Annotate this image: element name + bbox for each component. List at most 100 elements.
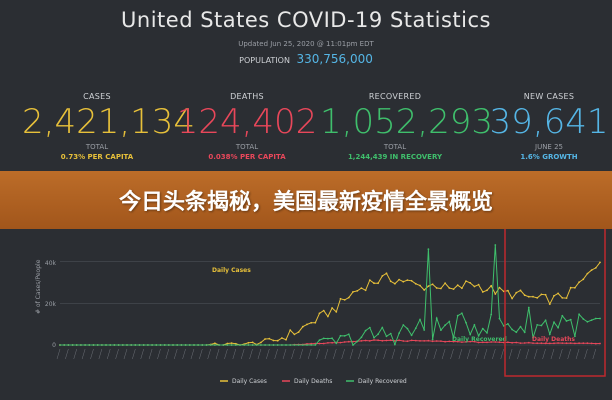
point-recovered — [574, 335, 576, 338]
x-tick — [542, 348, 546, 360]
label-daily-deaths: Daily Deaths — [532, 336, 575, 343]
point-recovered — [138, 344, 141, 346]
label-daily-recovered: Daily Recovered — [452, 336, 507, 343]
point-deaths — [398, 339, 400, 342]
x-tick — [182, 348, 186, 360]
point-cases — [251, 341, 254, 344]
point-recovered — [268, 344, 271, 346]
point-recovered — [147, 344, 149, 346]
point-cases — [389, 280, 392, 283]
point-cases — [473, 285, 476, 288]
x-tick — [316, 348, 320, 360]
point-recovered — [289, 344, 292, 346]
point-cases — [314, 321, 317, 324]
x-tick — [190, 348, 195, 360]
point-cases — [260, 341, 262, 344]
stat-deaths-label: DEATHS — [230, 92, 264, 101]
point-cases — [347, 296, 350, 299]
point-recovered — [67, 344, 70, 346]
point-recovered — [96, 344, 99, 346]
point-recovered — [565, 320, 568, 322]
point-deaths — [594, 342, 597, 345]
point-deaths — [481, 341, 484, 344]
point-recovered — [389, 332, 392, 335]
point-recovered — [569, 318, 572, 321]
point-cases — [410, 279, 413, 282]
point-deaths — [373, 339, 375, 341]
x-tick — [333, 348, 337, 360]
point-cases — [582, 278, 585, 281]
point-recovered — [473, 324, 476, 326]
point-recovered — [155, 344, 158, 346]
point-recovered — [410, 334, 413, 337]
point-recovered — [276, 344, 279, 346]
point-recovered — [402, 324, 405, 326]
point-recovered — [117, 344, 120, 346]
point-recovered — [134, 344, 137, 346]
point-cases — [569, 286, 572, 289]
point-deaths — [406, 340, 409, 343]
point-cases — [414, 282, 417, 285]
point-cases — [214, 342, 216, 345]
point-recovered — [84, 344, 86, 346]
point-recovered — [318, 339, 321, 341]
point-cases — [490, 284, 493, 287]
point-recovered — [419, 318, 421, 321]
x-tick — [132, 348, 136, 360]
point-deaths — [498, 341, 501, 344]
point-recovered — [142, 344, 145, 346]
point-cases — [310, 321, 313, 324]
daily-chart: # of Cases/People 40k 20k 0 Daily Cases … — [35, 229, 606, 385]
x-tick — [249, 348, 253, 360]
point-recovered — [477, 335, 480, 337]
point-recovered — [176, 344, 179, 346]
point-deaths — [456, 340, 459, 343]
point-recovered — [331, 337, 333, 340]
point-recovered — [121, 344, 124, 346]
point-recovered — [218, 344, 221, 346]
point-cases — [306, 323, 308, 326]
point-deaths — [469, 340, 472, 343]
point-cases — [377, 282, 379, 285]
point-recovered — [180, 344, 183, 346]
population-value: 330,756,000 — [296, 52, 373, 66]
point-cases — [523, 294, 526, 297]
point-cases — [381, 275, 384, 277]
x-tick — [391, 348, 396, 360]
point-recovered — [339, 334, 342, 337]
stat-recovered-value: 1,052,293 — [320, 102, 494, 142]
point-cases — [494, 293, 497, 295]
series-line-deaths — [60, 339, 601, 346]
point-recovered — [427, 248, 430, 251]
point-cases — [276, 339, 279, 342]
stat-recovered: RECOVERED 1,052,293 TOTAL 1,244,439 IN R… — [320, 92, 494, 161]
point-deaths — [548, 342, 551, 345]
point-recovered — [75, 344, 78, 346]
point-cases — [515, 291, 518, 294]
point-recovered — [532, 336, 534, 339]
point-cases — [448, 287, 451, 289]
x-tick — [148, 348, 153, 360]
point-deaths — [544, 342, 547, 345]
point-cases — [343, 299, 346, 301]
point-recovered — [335, 342, 338, 345]
y-tick-0: 0 — [52, 342, 56, 349]
x-tick — [433, 348, 437, 360]
point-recovered — [92, 344, 95, 346]
x-tick — [466, 348, 471, 360]
point-recovered — [502, 325, 505, 327]
point-recovered — [452, 337, 455, 339]
x-tick — [425, 348, 429, 360]
point-deaths — [318, 342, 321, 345]
point-recovered — [385, 335, 388, 338]
point-deaths — [394, 340, 396, 342]
stat-cases: CASES 2,421,134 TOTAL 0.73% PER CAPITA — [22, 92, 195, 161]
point-cases — [456, 284, 459, 287]
point-deaths — [368, 340, 371, 342]
point-deaths — [519, 342, 522, 344]
point-recovered — [297, 344, 300, 346]
point-cases — [481, 291, 484, 293]
point-cases — [360, 287, 363, 289]
point-recovered — [327, 337, 329, 340]
point-deaths — [435, 340, 438, 342]
